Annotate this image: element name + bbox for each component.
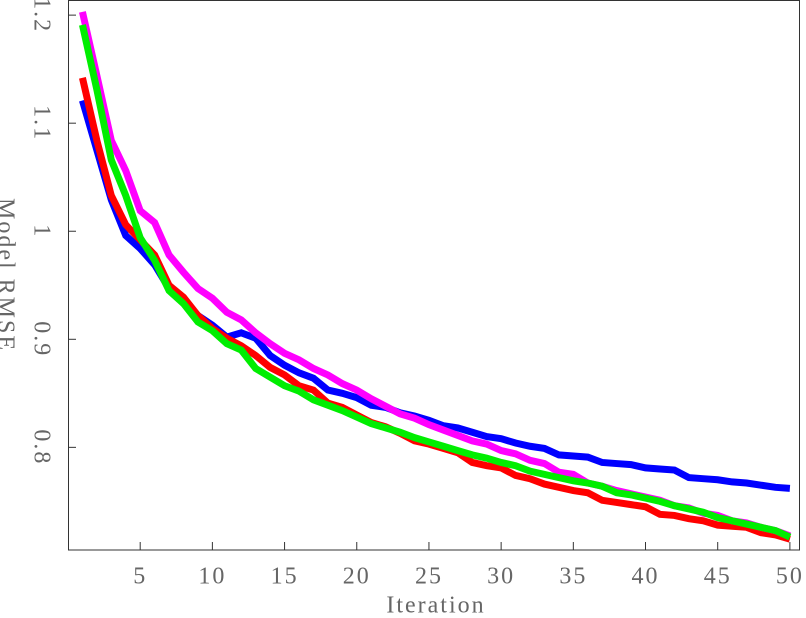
x-tick-label: 10: [198, 564, 226, 590]
x-tick-label: 25: [415, 564, 443, 590]
x-axis-title: Iteration: [386, 593, 485, 618]
series-line: [79, 11, 792, 540]
y-tick-label: 1.2: [28, 0, 54, 33]
y-tick-label: 0.9: [28, 321, 54, 357]
y-tick-label: 1: [28, 224, 54, 238]
series-line: [79, 24, 792, 541]
x-tick-label: 20: [343, 564, 371, 590]
x-tick-label: 35: [559, 564, 587, 590]
plot-frame: [68, 0, 800, 551]
y-axis-title: Model RMSE: [0, 198, 19, 352]
x-tick-label: 40: [632, 564, 660, 590]
x-tick-label: 45: [704, 564, 732, 590]
y-tick-label: 0.8: [28, 429, 54, 465]
x-tick-label: 5: [133, 564, 147, 590]
x-tick-label: 15: [271, 564, 299, 590]
y-tick-label: 1.1: [28, 105, 54, 141]
x-tick-label: 50: [776, 564, 804, 590]
x-tick-label: 30: [487, 564, 515, 590]
